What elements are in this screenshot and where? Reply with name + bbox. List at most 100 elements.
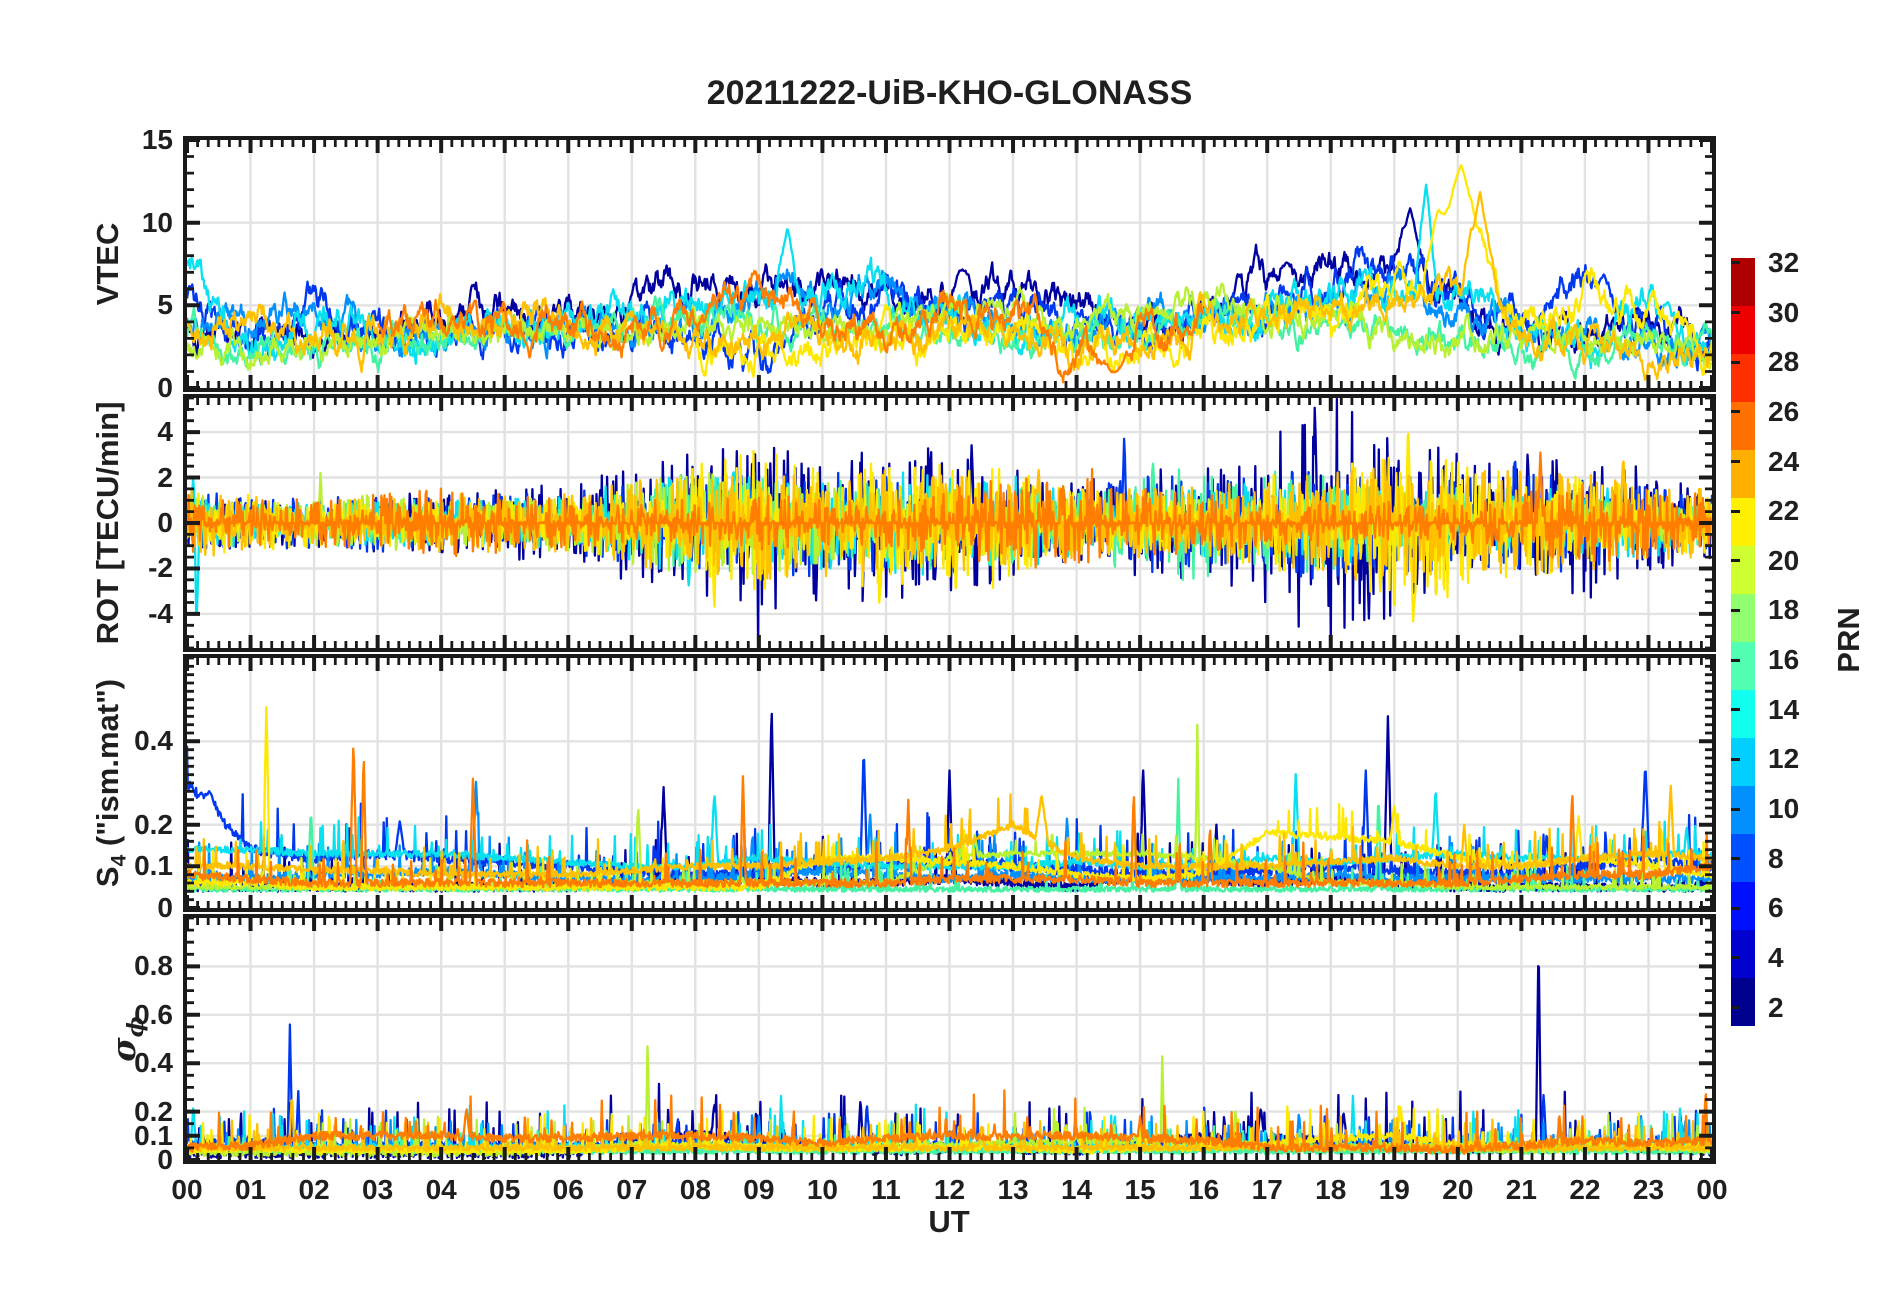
x-tick-label: 17 bbox=[1251, 1174, 1283, 1205]
x-tick-label: 10 bbox=[806, 1174, 838, 1205]
y-tick-label-rot: 0 bbox=[157, 507, 173, 538]
x-axis-label: UT bbox=[928, 1204, 970, 1239]
y-tick-label-sigma_phi: 0.1 bbox=[134, 1119, 173, 1151]
minor-tick-marks bbox=[187, 918, 1712, 1160]
minor-tick-marks bbox=[187, 398, 1712, 648]
panel-plot-rot bbox=[187, 398, 1712, 648]
x-tick-label: 23 bbox=[1632, 1174, 1665, 1205]
series-line-prn-14 bbox=[187, 295, 1712, 380]
y-tick-label-s4: 0.4 bbox=[134, 725, 173, 757]
colorbar-tick-label: 20 bbox=[1768, 544, 1800, 576]
panel-plot-vtec bbox=[187, 140, 1712, 388]
colorbar-tick-label: 16 bbox=[1768, 644, 1800, 676]
colorbar-tick-mark bbox=[1731, 857, 1740, 861]
y-tick-label-vtec: 5 bbox=[157, 289, 173, 321]
minor-tick-marks bbox=[187, 658, 1712, 908]
colorbar-block bbox=[1731, 593, 1755, 642]
x-tick-label: 14 bbox=[1061, 1174, 1093, 1205]
colorbar-tick-label: 22 bbox=[1768, 495, 1800, 527]
y-tick-label-sigma_phi: 0.2 bbox=[134, 1095, 173, 1127]
colorbar-block bbox=[1731, 929, 1755, 978]
colorbar-tick-mark bbox=[1731, 509, 1740, 513]
colorbar-tick-mark bbox=[1731, 708, 1740, 712]
colorbar-tick-label: 2 bbox=[1768, 991, 1784, 1023]
colorbar-tick-label: 30 bbox=[1768, 296, 1800, 328]
colorbar bbox=[1731, 258, 1755, 1026]
x-tick-label: 13 bbox=[997, 1174, 1029, 1205]
x-tick-label: 02 bbox=[298, 1174, 330, 1205]
x-tick-label: 15 bbox=[1124, 1174, 1156, 1205]
colorbar-block bbox=[1731, 449, 1755, 499]
colorbar-tick-label: 6 bbox=[1768, 892, 1784, 924]
colorbar-tick-label: 18 bbox=[1768, 594, 1800, 626]
x-tick-label: 04 bbox=[425, 1174, 457, 1205]
y-tick-label-sigma_phi: 0.8 bbox=[134, 950, 173, 982]
colorbar-tick-label: 10 bbox=[1768, 793, 1800, 825]
colorbar-tick-mark bbox=[1731, 757, 1740, 761]
y-tick-label-s4: 0.2 bbox=[134, 808, 173, 840]
colorbar-tick-label: 28 bbox=[1768, 346, 1800, 378]
colorbar-tick-mark bbox=[1731, 658, 1740, 662]
panel-plot-s4 bbox=[187, 658, 1712, 908]
colorbar-tick-mark bbox=[1731, 1006, 1740, 1010]
colorbar-block bbox=[1731, 737, 1755, 786]
colorbar-tick-label: 4 bbox=[1768, 941, 1784, 973]
major-tick-marks bbox=[187, 658, 1712, 908]
colorbar-block bbox=[1731, 545, 1755, 595]
colorbar-tick-label: 8 bbox=[1768, 842, 1784, 874]
colorbar-tick-mark bbox=[1731, 261, 1740, 265]
y-tick-label-sigma_phi: 0.6 bbox=[134, 998, 173, 1030]
colorbar-tick-mark bbox=[1731, 460, 1740, 464]
panel-sigma_phi bbox=[183, 914, 1716, 1164]
x-tick-label: 19 bbox=[1378, 1174, 1410, 1205]
figure-title: 20211222-UiB-KHO-GLONASS bbox=[706, 74, 1193, 112]
x-tick-label: 11 bbox=[871, 1174, 901, 1205]
y-tick-label-rot: 4 bbox=[157, 416, 173, 448]
colorbar-tick-label: 14 bbox=[1768, 693, 1800, 725]
series-line-prn-17 bbox=[187, 282, 1712, 371]
x-tick-label: 18 bbox=[1315, 1174, 1347, 1205]
x-tick-label: 12 bbox=[933, 1174, 966, 1205]
x-tick-label: 00 bbox=[171, 1174, 203, 1205]
colorbar-tick-mark bbox=[1731, 608, 1740, 612]
x-tick-label: 03 bbox=[362, 1174, 394, 1205]
colorbar-tick-mark bbox=[1731, 559, 1740, 563]
y-tick-label-vtec: 15 bbox=[141, 124, 173, 155]
y-tick-label-rot: 2 bbox=[157, 461, 173, 493]
panel-vtec bbox=[183, 136, 1716, 392]
y-tick-label-rot: -4 bbox=[148, 597, 173, 629]
x-tick-label: 01 bbox=[234, 1174, 267, 1205]
y-tick-label-s4: 0.1 bbox=[134, 850, 173, 882]
grid-lines bbox=[187, 918, 1712, 1160]
colorbar-block bbox=[1731, 258, 1755, 307]
colorbar-tick-mark bbox=[1731, 956, 1740, 960]
series-line-prn-21 bbox=[187, 190, 1712, 381]
panel-plot-sigma_phi bbox=[187, 918, 1712, 1160]
x-tick-label: 07 bbox=[616, 1174, 648, 1205]
colorbar-tick-mark bbox=[1731, 410, 1740, 414]
minor-tick-marks bbox=[187, 140, 1712, 388]
colorbar-tick-label: 26 bbox=[1768, 395, 1800, 427]
x-tick-label: 09 bbox=[743, 1174, 775, 1205]
x-tick-label: 22 bbox=[1569, 1174, 1601, 1205]
x-tick-label: 16 bbox=[1188, 1174, 1220, 1205]
series-line-prn-20 bbox=[187, 705, 1712, 892]
colorbar-tick-mark bbox=[1731, 360, 1740, 364]
y-tick-label-rot: -2 bbox=[148, 552, 173, 584]
y-tick-label-s4: 0 bbox=[157, 892, 173, 923]
colorbar-tick-mark bbox=[1731, 311, 1740, 315]
series-line-prn-24 bbox=[187, 747, 1712, 889]
x-tick-label: 21 bbox=[1505, 1174, 1537, 1205]
colorbar-block bbox=[1731, 401, 1755, 451]
panel-rot bbox=[183, 394, 1716, 652]
y-tick-label-vtec: 10 bbox=[141, 206, 173, 238]
colorbar-tick-mark bbox=[1731, 906, 1740, 910]
series-line-prn-24 bbox=[377, 269, 1205, 384]
colorbar-tick-mark bbox=[1731, 807, 1740, 811]
y-tick-label-sigma_phi: 0 bbox=[157, 1144, 173, 1175]
y-tick-label-sigma_phi: 0.4 bbox=[134, 1047, 173, 1079]
colorbar-block bbox=[1731, 977, 1755, 1026]
colorbar-block bbox=[1731, 641, 1755, 690]
grid-lines bbox=[187, 140, 1712, 388]
